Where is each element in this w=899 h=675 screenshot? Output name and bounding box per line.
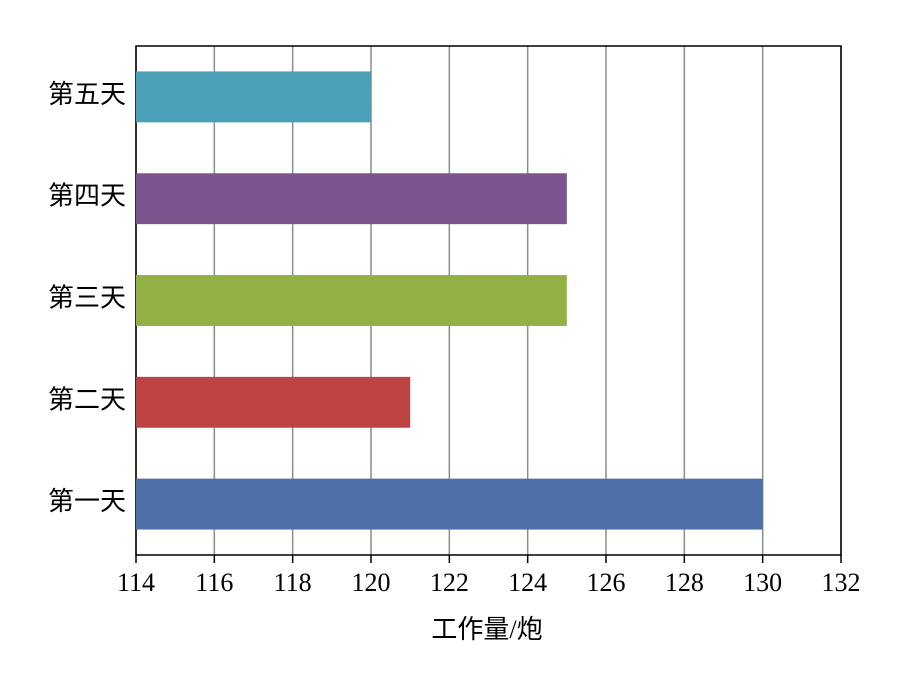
x-tick-label: 130 [743,568,782,597]
bar [136,275,567,326]
x-tick-label: 122 [430,568,469,597]
bar [136,173,567,225]
y-tick-label: 第四天 [48,182,126,211]
x-tick-label: 128 [665,568,704,597]
x-axis-label: 工作量/炮 [431,615,542,644]
x-tick-label: 120 [352,568,391,597]
x-tick-label: 124 [508,568,547,597]
bar [136,376,411,428]
x-tick-label: 114 [117,568,155,597]
bar [136,71,371,123]
x-tick-label: 118 [274,568,312,597]
y-tick-label: 第二天 [48,385,126,414]
y-tick-label: 第一天 [48,487,126,516]
y-tick-label: 第五天 [48,80,126,109]
x-tick-label: 116 [195,568,233,597]
x-tick-label: 132 [822,568,861,597]
y-tick-label: 第三天 [48,283,126,312]
x-tick-label: 126 [587,568,626,597]
bar [136,478,763,530]
